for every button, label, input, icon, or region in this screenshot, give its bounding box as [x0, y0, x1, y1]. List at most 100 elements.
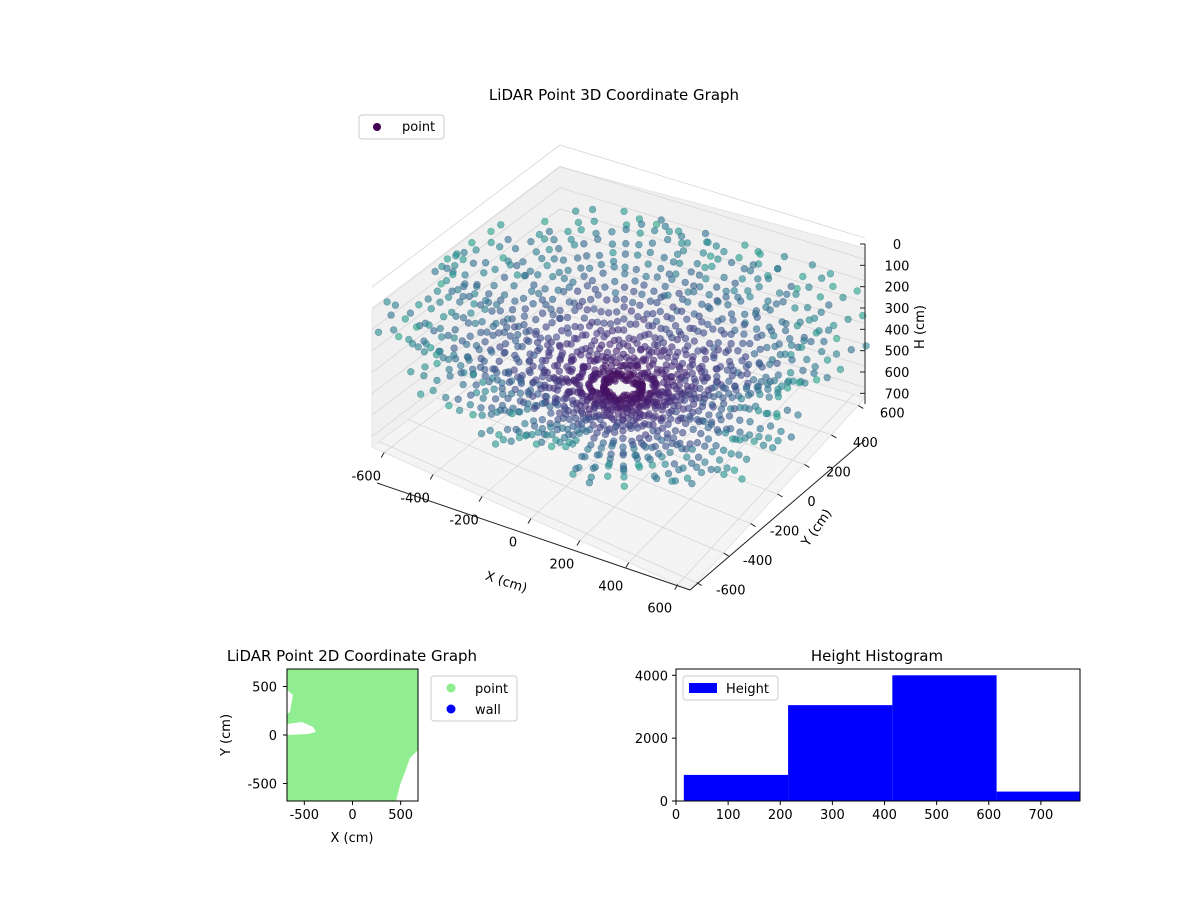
lidar-point	[709, 403, 717, 411]
lidar-point	[600, 333, 608, 341]
histogram-x-tick-label: 600	[976, 808, 1001, 823]
lidar-point	[556, 438, 564, 446]
lidar-point	[612, 308, 621, 316]
x-axis-label-2d: X (cm)	[331, 831, 374, 846]
y-tick-label-3d: 0	[807, 495, 815, 510]
lidar-point	[755, 283, 763, 291]
lidar-point	[839, 293, 847, 302]
lidar-point	[709, 325, 717, 333]
lidar-point	[722, 293, 730, 301]
y-tick-label-3d: 400	[853, 436, 878, 451]
lidar-point	[652, 220, 661, 229]
lidar-point	[735, 254, 743, 262]
lidar-point	[704, 320, 712, 329]
lidar-point	[619, 434, 627, 443]
lidar-point	[473, 282, 481, 291]
lidar-point	[562, 442, 570, 451]
lidar-point	[548, 272, 557, 281]
lidar-point	[599, 269, 607, 277]
lidar-point	[727, 310, 736, 318]
lidar-point	[749, 376, 758, 384]
x-tick-label-3d: -200	[449, 514, 479, 529]
lidar-point	[540, 235, 549, 243]
lidar-point	[622, 225, 630, 234]
lidar-point	[773, 413, 781, 421]
lidar-point	[530, 404, 538, 413]
lidar-point	[688, 445, 696, 453]
lidar-point	[580, 240, 588, 248]
lidar-point	[609, 248, 617, 257]
lidar-point	[621, 270, 629, 278]
lidar-point	[673, 335, 681, 344]
lidar-point	[742, 455, 751, 463]
lidar-point	[677, 232, 686, 241]
lidar-point	[472, 246, 480, 254]
lidar-point	[640, 315, 648, 324]
lidar-point	[645, 434, 653, 442]
x-tick-label-3d: -600	[351, 470, 381, 485]
lidar-point	[773, 265, 782, 273]
lidar-point	[667, 314, 676, 323]
lidar-point	[445, 365, 453, 374]
lidar-point	[513, 271, 522, 279]
lidar-point	[513, 261, 521, 270]
lidar-point	[633, 454, 641, 463]
lidar-point	[663, 353, 672, 362]
lidar-point	[485, 377, 493, 386]
lidar-point	[521, 305, 529, 313]
y-axis-label-2d: Y (cm)	[219, 714, 234, 757]
lidar-point	[452, 252, 460, 260]
lidar-point	[774, 371, 782, 379]
lidar-point	[593, 329, 601, 338]
lidar-point	[429, 386, 437, 395]
lidar-point	[713, 365, 721, 373]
lidar-point	[450, 344, 458, 352]
lidar-point	[829, 282, 837, 291]
lidar-point	[487, 410, 495, 418]
lidar-point	[446, 372, 454, 380]
lidar-point	[783, 384, 792, 392]
lidar-point	[535, 289, 543, 298]
lidar-point	[693, 439, 702, 447]
lidar-point	[527, 237, 535, 246]
z-tick-label-3d: 600	[885, 366, 910, 381]
lidar-point	[559, 287, 568, 296]
lidar-point	[595, 251, 604, 260]
lidar-point	[753, 313, 761, 321]
point-cloud-3d	[374, 205, 870, 490]
lidar-point	[745, 405, 753, 413]
lidar-point	[701, 442, 709, 450]
y-tick-mark-3d	[723, 552, 729, 557]
lidar-point	[545, 245, 553, 254]
lidar-point	[817, 308, 825, 316]
lidar-point	[746, 339, 754, 348]
lidar-point	[415, 301, 423, 309]
lidar-point	[601, 430, 610, 439]
lidar-point	[597, 308, 605, 316]
lidar-point	[510, 282, 518, 290]
lidar-point	[470, 300, 478, 308]
lidar-point	[570, 241, 579, 249]
x-tick-label-3d: 0	[509, 536, 517, 551]
lidar-point	[496, 243, 504, 251]
lidar-point	[586, 295, 595, 304]
lidar-point	[442, 393, 450, 402]
lidar-point	[693, 260, 701, 268]
lidar-point	[478, 318, 486, 326]
lidar-point	[730, 287, 738, 295]
histogram-bar-3	[996, 791, 1080, 801]
chart-3d-title: LiDAR Point 3D Coordinate Graph	[489, 86, 739, 104]
lidar-point	[722, 348, 730, 356]
lidar-point	[556, 342, 564, 351]
lidar-point	[555, 268, 563, 277]
lidar-point	[699, 329, 708, 337]
lidar-point	[417, 390, 425, 398]
lidar-point	[675, 289, 683, 298]
lidar-point	[630, 287, 638, 296]
lidar-point	[576, 323, 585, 331]
lidar-point	[696, 283, 704, 291]
lidar-point	[701, 263, 709, 272]
lidar-point	[620, 295, 628, 303]
z-ticks-3d: 0 100 200 300 400 500 600 700	[860, 238, 909, 402]
lidar-point	[519, 258, 527, 266]
